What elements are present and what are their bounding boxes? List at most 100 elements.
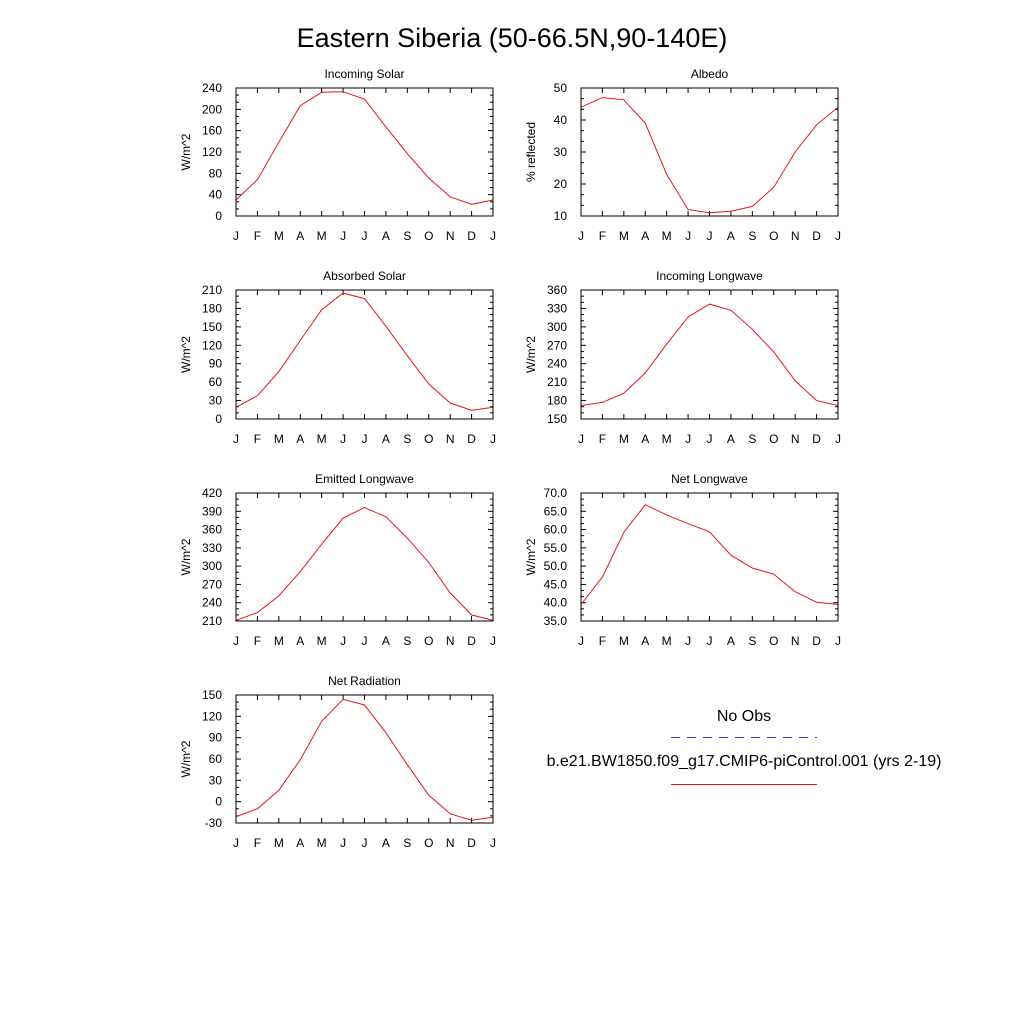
x-tick-label: M xyxy=(317,836,327,850)
y-tick-label: 150 xyxy=(202,688,222,702)
x-tick-label: J xyxy=(233,229,239,243)
x-tick-label: F xyxy=(254,836,261,850)
x-tick-label: N xyxy=(791,634,800,648)
x-tick-label: A xyxy=(296,432,304,446)
x-tick-label: O xyxy=(769,432,778,446)
panel-6: Net Longwave 35.0 40.0 45.0 50.0 55.0 60.0 65.0… xyxy=(524,472,841,648)
x-tick-label: O xyxy=(424,836,433,850)
x-tick-label: M xyxy=(619,432,629,446)
series-line xyxy=(235,91,494,205)
plot-frame xyxy=(235,87,494,217)
x-tick-label: J xyxy=(362,432,368,446)
x-tick-label: N xyxy=(446,634,455,648)
y-tick-label: 390 xyxy=(202,504,222,518)
x-tick-label: M xyxy=(274,229,284,243)
x-tick-label: N xyxy=(791,432,800,446)
x-tick-label: F xyxy=(254,634,261,648)
x-tick-label: A xyxy=(727,634,735,648)
x-tick-label: J xyxy=(685,229,691,243)
x-tick-label: S xyxy=(748,634,756,648)
y-tick-label: 40 xyxy=(554,113,568,127)
x-tick-label: M xyxy=(619,229,629,243)
x-tick-label: J xyxy=(233,432,239,446)
x-tick-label: J xyxy=(835,432,841,446)
y-tick-label: 120 xyxy=(202,145,222,159)
y-tick-label: 360 xyxy=(202,523,222,537)
x-tick-label: J xyxy=(578,229,584,243)
x-tick-label: A xyxy=(296,634,304,648)
x-tick-label: J xyxy=(707,634,713,648)
x-tick-label: F xyxy=(599,229,606,243)
x-tick-label: O xyxy=(424,432,433,446)
x-tick-label: A xyxy=(727,432,735,446)
x-tick-label: M xyxy=(274,836,284,850)
y-tick-label: 50 xyxy=(554,81,568,95)
x-tick-label: A xyxy=(641,432,649,446)
y-tick-label: 150 xyxy=(547,412,567,426)
x-tick-label: F xyxy=(254,229,261,243)
y-tick-label: 30 xyxy=(209,394,223,408)
panel-5: Emitted Longwave 210 240 270 300 330 360 390 420… xyxy=(179,472,496,648)
x-tick-label: A xyxy=(727,229,735,243)
x-tick-label: J xyxy=(233,836,239,850)
x-tick-label: F xyxy=(254,432,261,446)
x-tick-label: D xyxy=(467,229,476,243)
panel-title: Net Longwave xyxy=(671,472,748,486)
x-tick-label: A xyxy=(641,229,649,243)
series-line xyxy=(235,698,494,821)
x-tick-label: M xyxy=(662,229,672,243)
x-tick-label: J xyxy=(490,229,496,243)
x-tick-label: J xyxy=(340,634,346,648)
x-tick-label: J xyxy=(835,229,841,243)
series-line xyxy=(235,507,494,621)
y-tick-label: 300 xyxy=(547,320,567,334)
x-tick-label: N xyxy=(791,229,800,243)
y-tick-label: 10 xyxy=(554,209,568,223)
y-tick-label: 50.0 xyxy=(544,559,568,573)
x-tick-label: S xyxy=(403,836,411,850)
plot-frame xyxy=(235,289,494,420)
x-tick-label: O xyxy=(424,229,433,243)
x-tick-label: M xyxy=(662,634,672,648)
panel-title: Absorbed Solar xyxy=(323,269,406,283)
x-tick-label: N xyxy=(446,432,455,446)
x-tick-label: A xyxy=(382,229,390,243)
panel-title: Albedo xyxy=(691,67,729,81)
y-tick-label: 120 xyxy=(202,338,222,352)
y-tick-label: 60 xyxy=(209,752,223,766)
x-tick-label: D xyxy=(812,432,821,446)
x-tick-label: S xyxy=(403,634,411,648)
y-axis-label: W/m^2 xyxy=(179,336,193,373)
x-tick-label: A xyxy=(382,634,390,648)
x-tick-label: M xyxy=(619,634,629,648)
y-tick-label: 40 xyxy=(209,188,223,202)
page-title: Eastern Siberia (50-66.5N,90-140E) xyxy=(297,23,728,53)
y-tick-label: 0 xyxy=(215,795,222,809)
y-tick-label: 35.0 xyxy=(544,614,568,628)
x-tick-label: O xyxy=(769,229,778,243)
y-axis-label: W/m^2 xyxy=(179,133,193,170)
y-tick-label: 240 xyxy=(202,81,222,95)
y-tick-label: 80 xyxy=(209,166,223,180)
y-tick-label: 55.0 xyxy=(544,541,568,555)
plot-frame xyxy=(235,694,494,824)
x-tick-label: F xyxy=(599,432,606,446)
y-tick-label: 0 xyxy=(215,412,222,426)
x-tick-label: J xyxy=(362,836,368,850)
x-tick-label: O xyxy=(769,634,778,648)
series-line xyxy=(580,97,839,214)
x-tick-label: J xyxy=(233,634,239,648)
x-tick-label: J xyxy=(340,836,346,850)
y-tick-label: 30 xyxy=(209,773,223,787)
panel-title: Net Radiation xyxy=(328,674,401,688)
panel-4: Incoming Longwave 150 180 210 240 270 300 330 36… xyxy=(524,269,841,446)
x-tick-label: N xyxy=(446,229,455,243)
y-tick-label: 200 xyxy=(202,102,222,116)
y-tick-label: 210 xyxy=(202,614,222,628)
y-tick-label: 270 xyxy=(547,338,567,352)
panel-title: Incoming Solar xyxy=(324,67,404,81)
x-tick-label: J xyxy=(490,836,496,850)
y-axis-label: W/m^2 xyxy=(524,538,538,575)
